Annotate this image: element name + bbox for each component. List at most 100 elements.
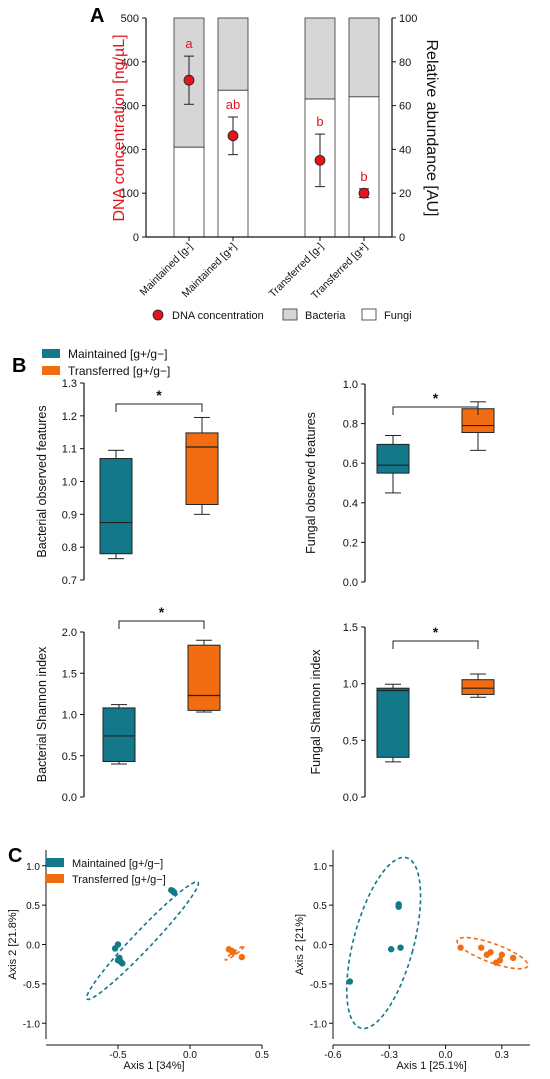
boxplot-4: 0.0 0.5 1.0 1.5 Fungal Shannon index * [309, 622, 495, 804]
legend-marker-bacteria [282, 308, 298, 321]
stacked-bars [173, 17, 380, 238]
y-tick-label: 1.5 [343, 622, 358, 634]
bar-bacteria [217, 17, 249, 91]
y-tick-label: 0.6 [343, 458, 358, 470]
significance-star: * [156, 387, 162, 403]
x-tick-label: 0.0 [183, 1050, 197, 1061]
x-tick-label: -0.5 [109, 1050, 127, 1061]
point-maintained [114, 941, 122, 948]
y-tick-label: 0.5 [343, 735, 358, 747]
x-tick-label: 0.3 [495, 1050, 509, 1061]
y-tick-label: 1.2 [62, 411, 77, 423]
y-tick-label: 0.7 [62, 575, 77, 587]
y-tick-label: 100 [121, 188, 139, 200]
legend-marker-transferred [46, 874, 64, 883]
y-tick-label: 500 [121, 13, 139, 25]
point-maintained [387, 946, 395, 953]
point-transferred [228, 947, 235, 954]
bar-bacteria [304, 17, 336, 100]
y-tick-label: 1.5 [62, 668, 77, 680]
y-tick-label: 0.9 [62, 509, 77, 521]
bar-fungi [348, 96, 380, 238]
y-tick-label: 200 [121, 144, 139, 156]
y-tick-label: 1.0 [343, 679, 358, 691]
point-transferred [496, 957, 504, 964]
box [102, 707, 136, 763]
y-axis-label: Axis 2 [21%] [294, 914, 306, 975]
bar-fungi [173, 146, 205, 238]
box [461, 679, 495, 695]
dna-point [314, 154, 326, 166]
significance-letter: b [360, 169, 367, 184]
panel-label-a: A [90, 5, 104, 27]
y-tick-label: -1.0 [310, 1019, 328, 1030]
y-tick-label: 0.0 [26, 941, 40, 952]
point-transferred [509, 954, 517, 962]
y-tick-label: 1.0 [62, 710, 77, 722]
point-maintained [346, 978, 354, 985]
point-transferred [498, 951, 506, 958]
y-tick-label: 0 [133, 232, 139, 244]
x-tick-label: 0.0 [439, 1050, 453, 1061]
y-axis-label-relative-abundance: Relative abundance [AU] [423, 40, 440, 217]
pcoa-plot-2: -1.0 -0.5 0.0 0.5 1.0 -0.6 -0.3 0.0 0.3 Axis 1 [2… [294, 850, 530, 1072]
legend-label-maintained: Maintained [g+/g−] [68, 347, 167, 361]
panel-label-b: B [12, 355, 26, 377]
y-tick-label: 1.1 [62, 444, 77, 456]
y-tick-label: 0.0 [313, 941, 327, 952]
y-tick-label: 1.3 [62, 378, 77, 390]
panel-b-legend: Maintained [g+/g−] Transferred [g+/g−] [42, 347, 170, 378]
significance-letter: b [316, 114, 323, 129]
y-tick-label: 0.2 [343, 537, 358, 549]
x-axis-label: Axis 1 [25.1%] [396, 1060, 466, 1072]
y-axis-label-dna: DNA concentration [ng/µL] [111, 34, 128, 221]
y-axis-label: Fungal observed features [304, 412, 318, 554]
legend-label-transferred: Transferred [g+/g−] [68, 364, 170, 378]
legend-label-transferred: Transferred [g+/g−] [72, 874, 166, 886]
bar-bacteria [348, 17, 380, 98]
significance-letter: a [185, 36, 193, 51]
y-tick-label: -0.5 [310, 980, 328, 991]
point-maintained [169, 887, 176, 895]
point-maintained [397, 944, 404, 951]
y2-tick-label: 100 [399, 13, 417, 25]
y-tick-label: 1.0 [62, 477, 77, 489]
significance-star: * [159, 604, 165, 620]
x-tick-label: 0.5 [255, 1050, 269, 1061]
y-tick-label: 400 [121, 57, 139, 69]
panel-label-c: C [8, 845, 22, 867]
significance-bracket [392, 406, 479, 415]
legend-marker-transferred [42, 366, 60, 375]
legend-label-dna: DNA concentration [172, 310, 264, 322]
box [187, 644, 221, 711]
significance-star: * [433, 390, 439, 406]
y-tick-label: 1.0 [313, 862, 327, 873]
dna-point [183, 74, 195, 86]
y-tick-label: 1.0 [26, 862, 40, 873]
legend-marker-fungi [361, 308, 377, 321]
significance-bracket [392, 640, 479, 649]
y-tick-label: 0.5 [313, 901, 327, 912]
boxplot-2: 0.0 0.2 0.4 0.6 0.8 1.0 Fungal observed featur… [304, 379, 495, 589]
y-tick-label: 2.0 [62, 627, 77, 639]
panel-c-pcoa: -1.0 -0.5 0.0 0.5 1.0 -0.5 0.0 0.5 Axis 1 [34%] A… [7, 850, 530, 1072]
box [99, 458, 133, 555]
y2-tick-label: 40 [399, 144, 411, 156]
y2-tick-label: 20 [399, 188, 411, 200]
legend-label-maintained: Maintained [g+/g−] [72, 858, 163, 870]
significance-letter: ab [226, 97, 240, 112]
x-axis-label: Axis 1 [34%] [123, 1060, 184, 1072]
y-tick-label: 0.0 [343, 792, 358, 804]
y-tick-label: -1.0 [23, 1019, 41, 1030]
point-maintained [117, 958, 125, 966]
pcoa-plot-1: -1.0 -0.5 0.0 0.5 1.0 -0.5 0.0 0.5 Axis 1 [34%] A… [7, 850, 269, 1072]
y-tick-label: 0.5 [26, 901, 40, 912]
box [376, 687, 410, 758]
bar-fungi [217, 89, 249, 238]
y-axis-label: Fungal Shannon index [309, 649, 323, 775]
box [185, 432, 219, 505]
significance-bracket [115, 403, 203, 412]
boxplot-1: 0.7 0.8 0.9 1.0 1.1 1.2 1.3 Bacterial observed … [35, 378, 219, 587]
point-transferred [457, 944, 464, 951]
